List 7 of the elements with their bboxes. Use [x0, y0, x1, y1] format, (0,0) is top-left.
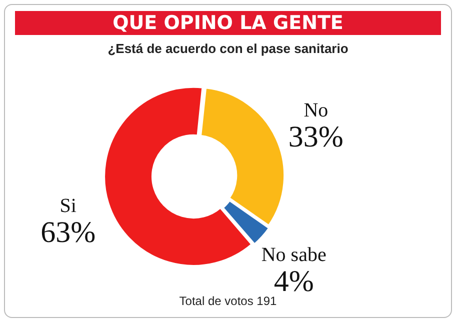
chart-title: QUE OPINO LA GENTE — [15, 11, 441, 35]
data-label: 63% — [40, 216, 96, 249]
slice-label: Si — [60, 194, 77, 217]
slice-label: No sabe — [261, 244, 326, 266]
slice-label: No — [304, 100, 328, 122]
data-label: 33% — [288, 120, 344, 154]
chart-subtitle: ¿Está de acuerdo con el pase sanitario — [106, 41, 350, 56]
